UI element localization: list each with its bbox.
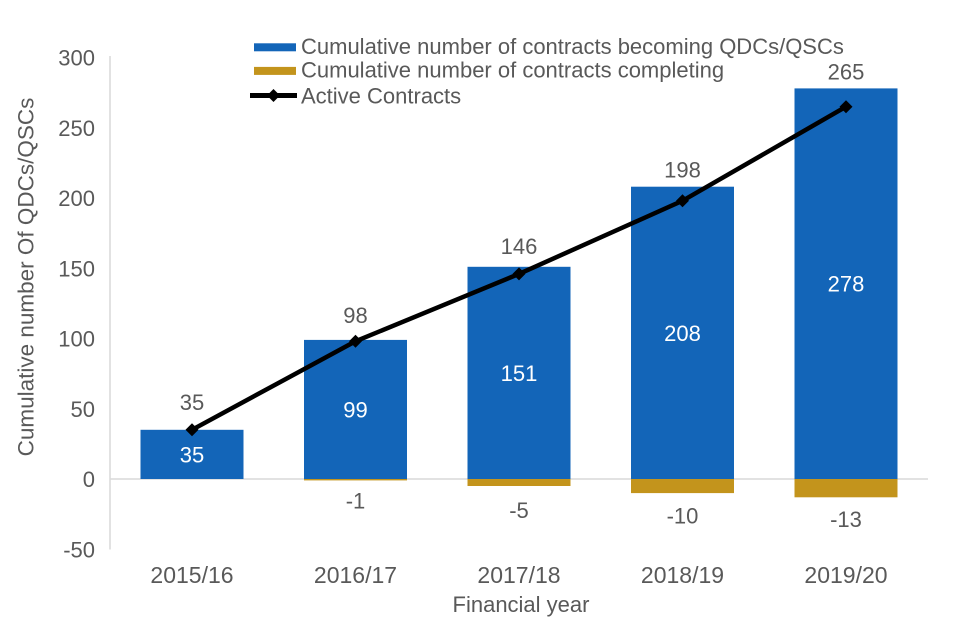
svg-text:-13: -13 — [830, 507, 862, 532]
svg-text:Active Contracts: Active Contracts — [301, 83, 461, 108]
svg-text:2017/18: 2017/18 — [477, 562, 560, 588]
svg-text:-10: -10 — [667, 504, 699, 529]
svg-text:265: 265 — [828, 59, 865, 84]
svg-text:-5: -5 — [509, 498, 529, 523]
svg-text:98: 98 — [343, 303, 367, 328]
svg-text:2018/19: 2018/19 — [641, 562, 724, 588]
svg-text:Cumulative number Of QDCs/QSCs: Cumulative number Of QDCs/QSCs — [14, 98, 39, 457]
svg-text:35: 35 — [180, 390, 204, 415]
svg-text:2016/17: 2016/17 — [314, 562, 397, 588]
svg-text:150: 150 — [58, 256, 95, 281]
svg-text:Cumulative number of contracts: Cumulative number of contracts completin… — [301, 58, 724, 83]
svg-text:0: 0 — [83, 467, 95, 492]
svg-text:151: 151 — [501, 361, 538, 386]
svg-text:198: 198 — [664, 157, 701, 182]
svg-text:208: 208 — [664, 321, 701, 346]
svg-text:Cumulative number of contracts: Cumulative number of contracts becoming … — [301, 34, 844, 59]
svg-text:278: 278 — [828, 272, 865, 297]
svg-text:-1: -1 — [346, 489, 366, 514]
svg-text:Financial year: Financial year — [453, 592, 590, 617]
svg-text:99: 99 — [343, 398, 367, 423]
svg-text:300: 300 — [58, 46, 95, 71]
svg-text:2019/20: 2019/20 — [804, 562, 887, 588]
svg-text:200: 200 — [58, 186, 95, 211]
svg-text:100: 100 — [58, 327, 95, 352]
svg-text:250: 250 — [58, 116, 95, 141]
svg-text:2015/16: 2015/16 — [150, 562, 233, 588]
svg-text:146: 146 — [501, 234, 538, 259]
svg-text:-50: -50 — [63, 537, 95, 562]
svg-text:50: 50 — [71, 397, 95, 422]
svg-text:35: 35 — [180, 442, 204, 467]
